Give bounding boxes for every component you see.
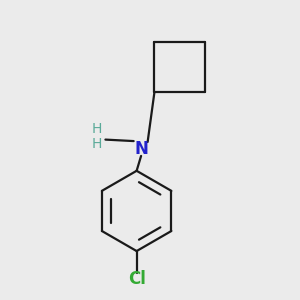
Text: N: N	[134, 140, 148, 158]
Text: H: H	[91, 122, 102, 136]
Text: Cl: Cl	[128, 270, 146, 288]
Text: H: H	[91, 137, 102, 151]
